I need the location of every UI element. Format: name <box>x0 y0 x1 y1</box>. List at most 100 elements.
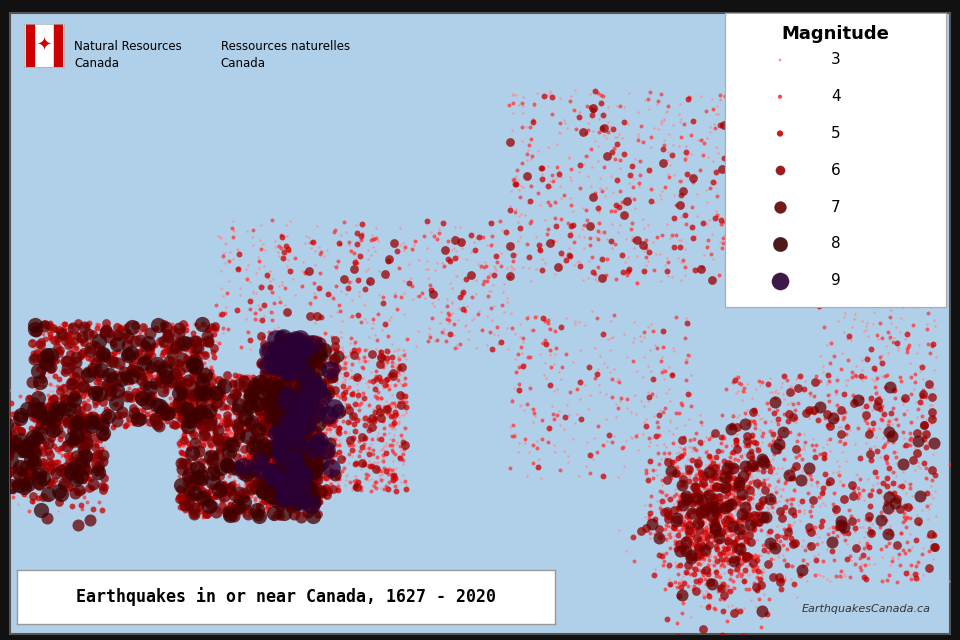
Point <box>828 253 844 263</box>
Point <box>159 321 175 332</box>
Point <box>282 442 298 452</box>
Point <box>382 440 397 451</box>
Point <box>660 457 676 467</box>
Point <box>723 548 738 559</box>
Point <box>200 495 215 506</box>
Point <box>854 559 870 569</box>
Point <box>96 424 111 435</box>
Point <box>226 458 241 468</box>
Point <box>381 464 396 474</box>
Point <box>264 444 279 454</box>
Point <box>295 381 310 392</box>
Point <box>268 356 283 366</box>
Point <box>271 422 286 432</box>
Point <box>186 449 202 460</box>
Point <box>289 437 304 447</box>
Point <box>279 415 295 426</box>
Point <box>73 349 88 359</box>
Point <box>127 357 142 367</box>
Point <box>309 422 324 432</box>
Point <box>728 518 743 528</box>
Point <box>223 500 238 511</box>
Point <box>262 411 277 421</box>
Point <box>261 488 276 498</box>
Point <box>877 371 893 381</box>
Point <box>289 398 304 408</box>
Point <box>877 382 893 392</box>
Point <box>265 427 280 437</box>
Point <box>693 545 708 556</box>
Point <box>764 502 780 512</box>
Point <box>369 393 384 403</box>
Point <box>189 380 204 390</box>
Point <box>291 357 306 367</box>
Point <box>193 413 208 424</box>
Point <box>373 483 389 493</box>
Point <box>391 344 406 355</box>
Point <box>271 365 286 375</box>
Point <box>277 479 293 490</box>
Point <box>679 494 694 504</box>
Point <box>722 573 737 584</box>
Point <box>670 543 685 553</box>
Point <box>272 497 287 507</box>
Point <box>581 362 596 372</box>
Point <box>303 411 319 421</box>
Point <box>290 476 305 486</box>
Point <box>312 440 327 451</box>
Point <box>290 470 305 481</box>
Point <box>268 422 283 433</box>
Point <box>298 436 313 447</box>
Point <box>265 461 280 471</box>
Point <box>10 438 25 449</box>
Point <box>291 490 306 500</box>
Point <box>737 417 753 427</box>
Point <box>186 381 202 392</box>
Point <box>280 449 296 459</box>
Point <box>285 371 300 381</box>
Point <box>81 429 96 440</box>
Point <box>307 385 323 396</box>
Point <box>753 442 768 452</box>
Point <box>276 473 291 483</box>
Point <box>231 429 247 439</box>
Point <box>595 110 611 120</box>
Point <box>675 474 690 484</box>
Point <box>315 465 330 476</box>
Point <box>287 461 302 472</box>
Point <box>560 400 575 410</box>
Point <box>815 483 830 493</box>
Point <box>341 237 356 247</box>
Point <box>3 385 18 395</box>
Point <box>214 456 229 467</box>
Point <box>709 518 725 529</box>
Point <box>282 511 298 522</box>
Point <box>668 544 684 554</box>
Point <box>298 394 313 404</box>
Point <box>748 564 763 574</box>
Point <box>30 406 45 416</box>
Point <box>789 536 804 546</box>
Point <box>749 565 764 575</box>
Point <box>108 349 123 359</box>
Point <box>249 381 264 391</box>
Point <box>284 460 300 470</box>
Point <box>255 487 271 497</box>
Point <box>276 371 292 381</box>
Point <box>677 504 692 514</box>
Point <box>180 499 196 509</box>
Point <box>87 339 103 349</box>
Point <box>270 372 285 383</box>
Point <box>367 234 382 244</box>
Point <box>48 456 63 467</box>
Point <box>295 334 310 344</box>
Point <box>881 426 897 436</box>
Point <box>723 494 738 504</box>
Point <box>289 434 304 444</box>
Point <box>194 387 209 397</box>
Point <box>725 447 740 457</box>
Point <box>298 478 313 488</box>
Point <box>506 250 521 260</box>
Point <box>300 457 316 467</box>
Point <box>684 512 699 522</box>
